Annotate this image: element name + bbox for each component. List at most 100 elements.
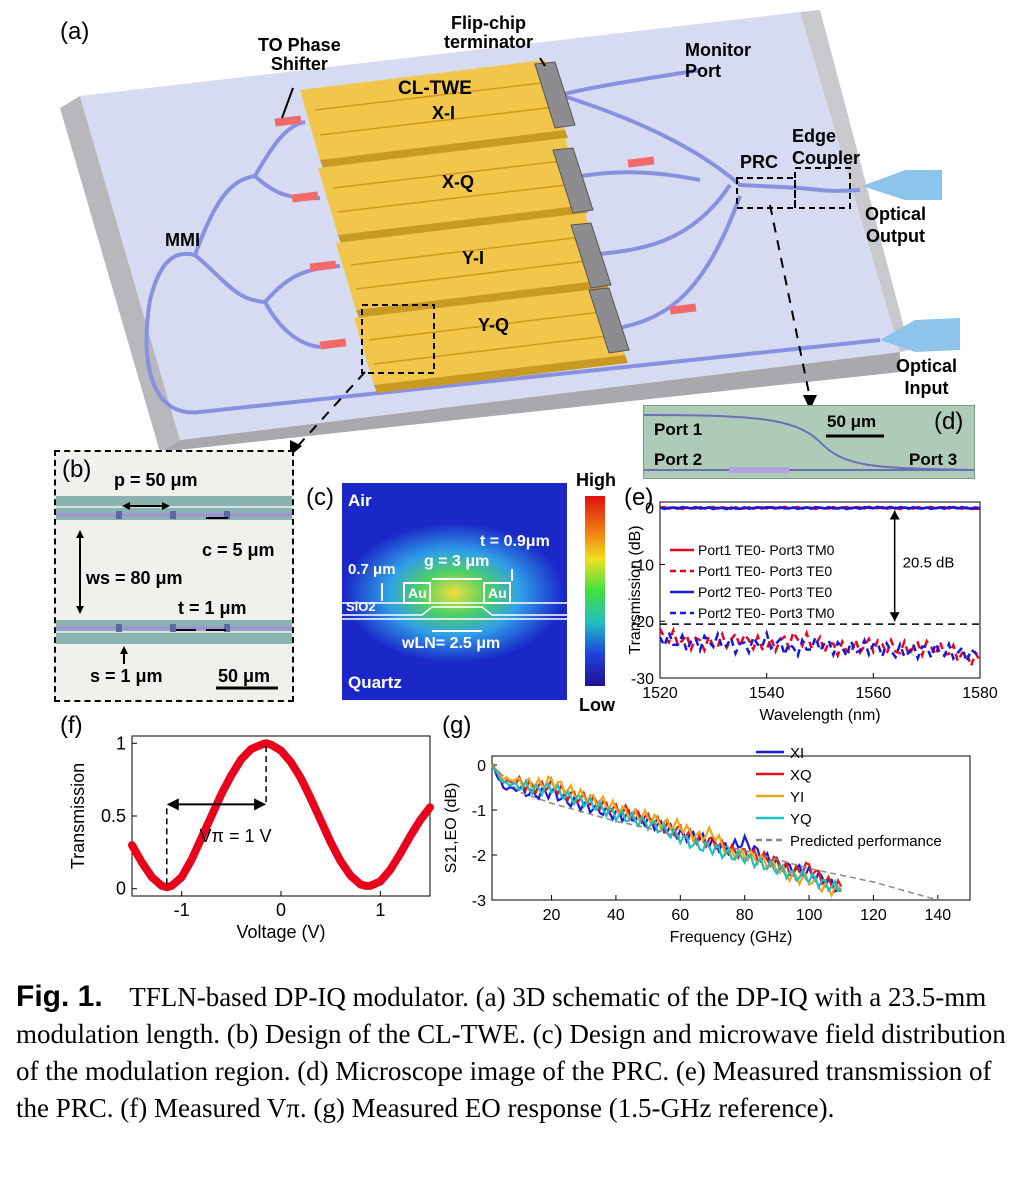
au-label-right: Au <box>488 585 507 601</box>
vpi-arrow-left <box>166 798 179 811</box>
data-point <box>337 857 345 865</box>
data-point <box>396 850 404 858</box>
data-point <box>227 771 235 779</box>
y-tick-label: 1 <box>116 733 126 753</box>
quartz-label: Quartz <box>348 673 402 692</box>
series-line-3 <box>658 628 981 666</box>
data-point <box>198 834 206 842</box>
schematic-3d <box>60 10 960 456</box>
optical-output-label: Optical Output <box>865 204 927 246</box>
y-tick-label: -2 <box>472 848 486 865</box>
plot-frame <box>491 755 971 901</box>
y-tick-label: -10 <box>631 557 654 574</box>
chart-f: -1 0 1 0 0.5 1 Voltage (V) Transmission Vπ = 1 V <box>68 733 434 942</box>
legend-label-4: Predicted performance <box>790 833 942 850</box>
plot-frame <box>659 501 981 679</box>
dashed-highlights <box>361 167 851 374</box>
y-tick-label: 0.5 <box>101 806 126 826</box>
x-tick-label: 120 <box>860 907 887 924</box>
y-tick-label: -3 <box>472 893 486 910</box>
colorbar-high: High <box>576 470 616 490</box>
mzm-label-yq: Y-Q <box>478 315 510 335</box>
monitor-port-label: Monitor Port <box>685 40 751 81</box>
x-tick-label: 1520 <box>642 685 678 702</box>
colorbar-low: Low <box>579 695 615 715</box>
y-axis-label: S21,EO (dB) <box>443 783 460 874</box>
port2-label: Port 2 <box>654 450 703 469</box>
data-point <box>426 803 434 811</box>
legend-label-1: Port1 TE0- Port3 TE0 <box>698 563 832 579</box>
au-label-left: Au <box>408 585 427 601</box>
waveguides <box>144 68 881 415</box>
panel-d-label: (d) <box>934 408 964 435</box>
dim-ws: ws = 80 μm <box>86 568 183 588</box>
y-tick-label: 0 <box>645 501 654 518</box>
cl-twe-electrode-drawing <box>56 496 292 690</box>
legend-label-3: Port2 TE0- Port3 TM0 <box>698 605 835 621</box>
chart-e: 1520 1540 1560 1580 0 -10 -20 -30 Wavelength (nm… <box>628 501 998 724</box>
data-point <box>188 856 196 864</box>
data-point <box>347 872 355 880</box>
cl-twe-electrodes <box>300 60 628 393</box>
dim-g: g = 3 μm <box>424 553 490 570</box>
x-tick-label: 140 <box>924 907 951 924</box>
panel-b-label: (b) <box>62 456 92 483</box>
scale-bar-b: 50 μm <box>218 666 271 686</box>
flip-chip-terminators <box>534 61 630 354</box>
pointer-lines <box>281 57 811 449</box>
prc-microscope-image: Port 1 Port 2 Port 3 50 μm (d) <box>643 405 975 479</box>
field-map: Air Quartz SiO2 Au Au 0.7 μm g = 3 μm t … <box>342 483 567 700</box>
series-line-4 <box>491 764 939 901</box>
mzm-label-yi: Y-I <box>462 248 485 268</box>
to-phase-shifter-label: TO Phase Shifter <box>258 35 341 74</box>
caption-text: TFLN-based DP-IQ modulator. (a) 3D schem… <box>16 982 1006 1123</box>
cl-twe-design-panel: (b) p = 50 μm c = 5 μm ws = 80 μm t = 1 … <box>54 450 294 702</box>
legend-label-0: XI <box>790 745 804 762</box>
y-tick-label: -1 <box>472 803 486 820</box>
vpi-annotation: Vπ = 1 V <box>200 826 272 846</box>
y-axis-label: Transmission (dB) <box>628 525 644 654</box>
panel-c-label: (c) <box>306 484 334 511</box>
vpi-curve <box>128 739 434 892</box>
data-point <box>138 859 146 867</box>
x-tick-label: 0 <box>276 900 286 920</box>
edge-couplers <box>862 170 960 352</box>
dim-c: c = 5 μm <box>202 540 275 560</box>
dim-t-c: t = 0.9μm <box>480 533 550 550</box>
x-tick-label: 1560 <box>856 685 892 702</box>
y-axis-label: Transmission <box>68 763 88 869</box>
mzm-label-xq: X-Q <box>442 172 475 192</box>
figure-caption: Fig. 1. TFLN-based DP-IQ modulator. (a) … <box>16 978 1012 1127</box>
prc-label: PRC <box>740 152 779 172</box>
series-line-2 <box>659 505 981 511</box>
mmi-label: MMI <box>165 230 200 250</box>
y-tick-label: 0 <box>477 758 486 775</box>
panel-a-label: (a) <box>60 18 90 45</box>
chip-front <box>160 352 900 452</box>
data-point <box>148 873 156 881</box>
scale-bar-d: 50 μm <box>827 412 877 431</box>
x-tick-label: 40 <box>607 907 625 924</box>
x-axis-label: Voltage (V) <box>236 922 325 942</box>
data-point <box>247 745 255 753</box>
prc-waveguide-drawing <box>644 414 974 473</box>
data-point <box>287 758 295 766</box>
x-tick-label: 100 <box>796 907 823 924</box>
port1-label: Port 1 <box>654 420 703 439</box>
caption-fig-label: Fig. 1. <box>16 980 103 1013</box>
data-point <box>327 838 335 846</box>
data-point <box>376 877 384 885</box>
colorbar <box>585 496 605 686</box>
data-point <box>128 841 136 849</box>
gap-annotation: 20.5 dB <box>903 554 955 571</box>
electrode-pattern <box>314 81 616 365</box>
data-point <box>386 866 394 874</box>
dim-t: t = 1 μm <box>178 598 247 618</box>
data-point <box>366 882 374 890</box>
arrow-head-d <box>803 395 817 410</box>
x-tick-label: 1540 <box>749 685 785 702</box>
gap-arrow-bottom <box>889 612 900 622</box>
dim-p: p = 50 μm <box>114 470 198 490</box>
legend-label-1: XQ <box>790 767 812 784</box>
x-axis-label: Frequency (GHz) <box>670 929 793 946</box>
